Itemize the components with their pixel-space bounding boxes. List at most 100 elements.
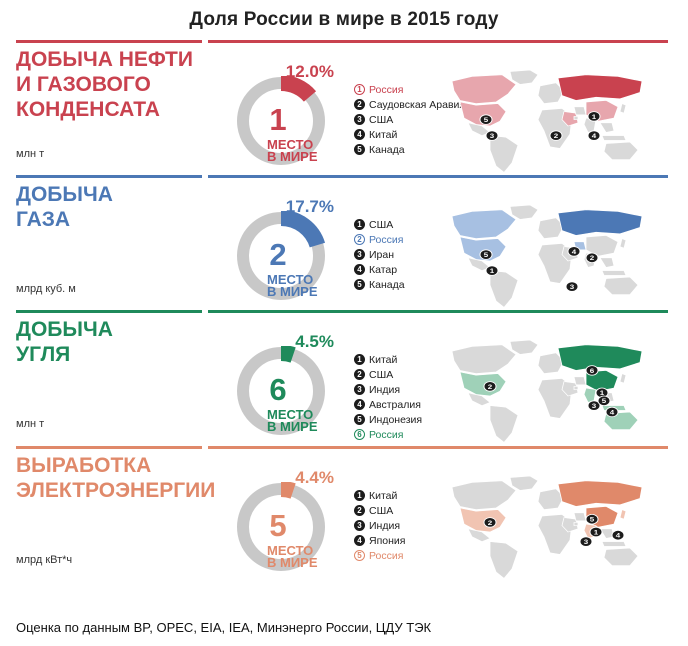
map-marker-label: 1 — [594, 528, 598, 536]
legend-item: 3 Иран — [354, 247, 405, 262]
section-title-line: Добыча — [16, 318, 113, 341]
map-region-china — [585, 370, 619, 392]
russia-share-arc — [280, 346, 296, 363]
legend-item: 5 Канада — [354, 142, 465, 157]
map-marker-label: 4 — [610, 408, 614, 416]
map-marker-label: 4 — [572, 248, 576, 256]
place-label: МЕСТО В МИРЕ — [267, 273, 318, 298]
legend-item: 4 Катар — [354, 262, 405, 277]
legend-item: 4 Китай — [354, 127, 465, 142]
map-rank-marker: 5 — [479, 249, 493, 260]
map-marker-label: 3 — [592, 402, 596, 410]
russia-share-arc — [280, 211, 326, 248]
map-region-greenland — [509, 205, 539, 220]
map-marker-dot — [485, 130, 499, 141]
place-label-line: МЕСТО — [267, 137, 314, 152]
place-label-line: МЕСТО — [267, 407, 314, 422]
place-label: МЕСТО В МИРЕ — [267, 407, 318, 433]
map-region-greenland — [509, 476, 539, 491]
map-rank-marker: 3 — [565, 281, 579, 292]
legend-item: 6 Россия — [354, 427, 422, 442]
unit-label: млрд кВт*ч — [16, 554, 73, 566]
world-map: 1 2 3 4 5 — [451, 205, 643, 308]
map-region-qatar — [573, 386, 579, 390]
map-rank-marker: 1 — [589, 526, 603, 538]
map-region-indonesia — [601, 541, 627, 547]
unit-label: млн т — [16, 418, 45, 430]
legend-item: 1 Китай — [354, 352, 422, 367]
section-title: Добыча угля — [16, 317, 113, 367]
legend-item: 3 Индия — [354, 518, 405, 533]
section-rule-left — [16, 446, 202, 449]
map-marker-label: 5 — [484, 116, 488, 124]
russia-rank: 5 — [269, 508, 287, 543]
map-marker-label: 1 — [490, 267, 494, 275]
map-region-australia — [603, 276, 639, 295]
legend-item: 2 США — [354, 367, 422, 382]
source-note: Оценка по данным BP, OPEC, EIA, IEA, Мин… — [16, 620, 432, 635]
map-marker-label: 5 — [590, 515, 594, 523]
place-label-line: В МИРЕ — [267, 555, 318, 570]
map-region-saudi — [561, 381, 579, 397]
section-2: Добыча газа млрд куб. м 17.7% 2 МЕСТО В МИРЕ 1 С… — [0, 175, 688, 310]
map-region-samerica — [489, 405, 519, 443]
section-rule-right — [208, 175, 668, 178]
world-map: 1 2 3 45 6 — [451, 340, 643, 443]
map-marker-label: 5 — [484, 251, 488, 259]
section-rule-right — [208, 40, 668, 43]
map-marker-dot — [587, 400, 601, 411]
map-region-japan — [619, 103, 627, 114]
map-rank-marker: 3 — [587, 400, 601, 411]
rank-number-badge: 1 — [354, 219, 365, 230]
legend-country-label: Индия — [369, 519, 401, 532]
rank-number-badge: 1 — [354, 354, 365, 365]
map-region-russia — [557, 74, 643, 101]
legend-country-label: Россия — [369, 233, 404, 246]
legend-item: 3 Индия — [354, 382, 422, 397]
section-1: Добыча нефти и газового конденсата млн т 12.… — [0, 40, 688, 175]
map-marker-dot — [605, 406, 619, 418]
map-marker-label: 5 — [602, 397, 606, 405]
map-marker-dot — [585, 365, 599, 376]
map-marker-label: 2 — [590, 254, 594, 262]
map-region-europe — [537, 82, 565, 104]
map-rank-marker: 3 — [485, 130, 499, 141]
map-rank-marker: 4 — [605, 406, 619, 418]
section-title-line: Выработка — [16, 454, 152, 477]
section-rule-left — [16, 175, 202, 178]
map-marker-dot — [483, 381, 497, 392]
rank-number-badge: 4 — [354, 129, 365, 140]
legend-item: 5 Россия — [354, 548, 405, 563]
place-label-line: МЕСТО — [267, 543, 314, 558]
map-marker-label: 1 — [600, 389, 604, 397]
map-region-japan — [619, 373, 627, 384]
map-region-australia — [603, 547, 639, 566]
map-rank-marker: 2 — [549, 130, 563, 141]
legend-item: 2 Саудовская Аравия — [354, 97, 465, 112]
map-region-indonesia — [601, 135, 627, 141]
world-map: 1 2 3 4 5 — [451, 476, 643, 579]
map-rank-marker: 5 — [585, 514, 599, 525]
map-region-iran — [573, 512, 587, 522]
map-marker-dot — [565, 281, 579, 292]
map-marker-label: 4 — [616, 531, 620, 539]
map-marker-dot — [611, 530, 625, 541]
map-marker-dot — [549, 130, 563, 141]
ranking-legend: 1 США 2 Россия 3 Иран 4 Катар 5 Канада — [354, 217, 405, 292]
map-region-russia — [557, 480, 643, 507]
rank-number-badge: 5 — [354, 414, 365, 425]
map-marker-dot — [579, 536, 593, 547]
map-region-greenland — [509, 340, 539, 355]
section-title-line: и газового — [16, 73, 151, 96]
section-title-line: угля — [16, 343, 71, 366]
map-region-qatar — [573, 522, 579, 526]
world-map: 1 2 3 4 5 — [451, 70, 643, 173]
map-region-canada — [451, 480, 517, 510]
ranking-legend: 1 Россия 2 Саудовская Аравия 3 США 4 Китай 5 Кана… — [354, 82, 465, 157]
map-marker-dot — [585, 252, 599, 263]
legend-item: 2 США — [354, 503, 405, 518]
map-marker-label: 3 — [584, 538, 588, 546]
map-region-canada — [451, 344, 517, 374]
map-region-saudi — [561, 111, 579, 127]
map-marker-label: 2 — [488, 519, 492, 527]
